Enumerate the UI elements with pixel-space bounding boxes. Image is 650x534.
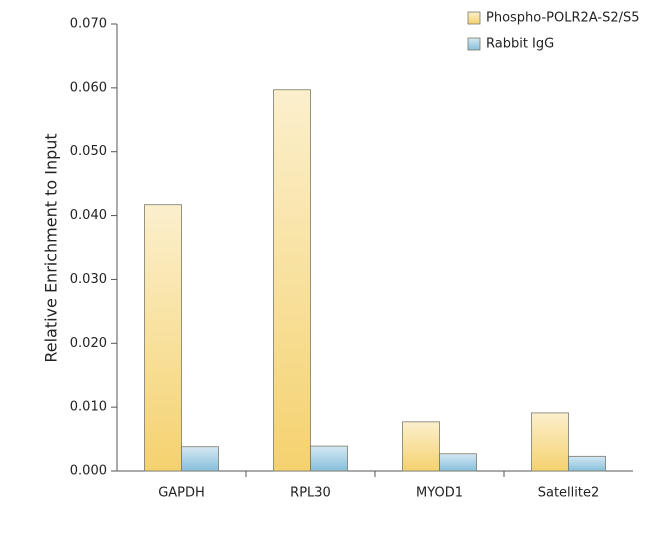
y-tick-label: 0.000 (70, 464, 107, 479)
x-tick-label: Satellite2 (538, 486, 600, 501)
bar (402, 421, 440, 472)
y-tick-label: 0.050 (70, 144, 107, 159)
legend-label: Rabbit IgG (486, 37, 554, 52)
y-tick-label: 0.040 (70, 208, 107, 223)
y-tick-label: 0.060 (70, 80, 107, 95)
y-tick-label: 0.010 (70, 400, 107, 415)
bar (273, 89, 311, 472)
bar (144, 204, 182, 472)
bar (181, 446, 219, 472)
y-axis-label: Relative Enrichment to Input (42, 133, 61, 362)
bar (531, 412, 569, 472)
legend-swatch (467, 37, 481, 51)
legend-label: Phospho-POLR2A-S2/S5 (486, 11, 640, 26)
bar (439, 453, 477, 472)
bar (568, 455, 606, 472)
x-tick-label: RPL30 (290, 486, 331, 501)
legend-swatch (467, 11, 481, 25)
x-tick-label: GAPDH (158, 486, 205, 501)
y-tick-label: 0.070 (70, 17, 107, 32)
y-tick-label: 0.030 (70, 272, 107, 287)
x-tick-label: MYOD1 (416, 486, 463, 501)
bar (310, 445, 348, 472)
y-tick-label: 0.020 (70, 336, 107, 351)
